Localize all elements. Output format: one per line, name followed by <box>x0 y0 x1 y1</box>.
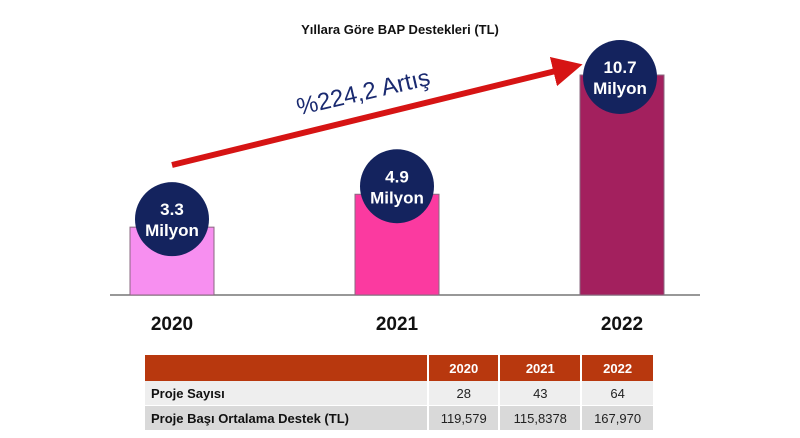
row-label: Proje Başı Ortalama Destek (TL) <box>145 405 429 431</box>
increase-arrow <box>171 56 583 168</box>
header-cell: 2022 <box>581 355 655 381</box>
data-label-unit: Milyon <box>593 79 647 98</box>
header-cell: 2021 <box>499 355 583 381</box>
table-cell: 115,8378 <box>499 405 583 431</box>
value-badge <box>135 182 209 257</box>
table-cell: 119,579 <box>428 405 501 431</box>
chart-title: Yıllara Göre BAP Destekleri (TL) <box>301 22 499 37</box>
data-label-unit: Milyon <box>370 188 424 207</box>
table-row: Proje Başı Ortalama Destek (TL) 119,579 … <box>145 405 655 431</box>
table-row: Proje Sayısı 28 43 64 <box>145 381 655 406</box>
table-cell: 167,970 <box>581 405 655 431</box>
increase-annotation: %224,2 Artış <box>294 64 433 121</box>
bar-chart: %224,2 Artış 3.3 Milyon 2020 4.9 Milyon 2021 1… <box>110 40 700 335</box>
row-label: Proje Sayısı <box>145 381 429 406</box>
table-cell: 28 <box>428 381 501 406</box>
table-header-row: 2020 2021 2022 <box>145 355 655 381</box>
header-cell <box>145 355 429 381</box>
data-label-unit: Milyon <box>145 221 199 240</box>
value-badge <box>360 149 434 224</box>
table-cell: 64 <box>581 381 655 406</box>
data-label: 4.9 <box>385 167 409 186</box>
table-cell: 43 <box>499 381 583 406</box>
data-label: 3.3 <box>160 200 184 219</box>
x-tick-label: 2022 <box>601 314 643 335</box>
summary-table: 2020 2021 2022 Proje Sayısı 28 43 64 Pro… <box>145 355 655 431</box>
data-label: 10.7 <box>603 58 636 77</box>
value-badge <box>583 40 657 114</box>
header-cell: 2020 <box>428 355 501 381</box>
x-tick-label: 2021 <box>376 314 419 335</box>
x-tick-label: 2020 <box>151 314 193 335</box>
